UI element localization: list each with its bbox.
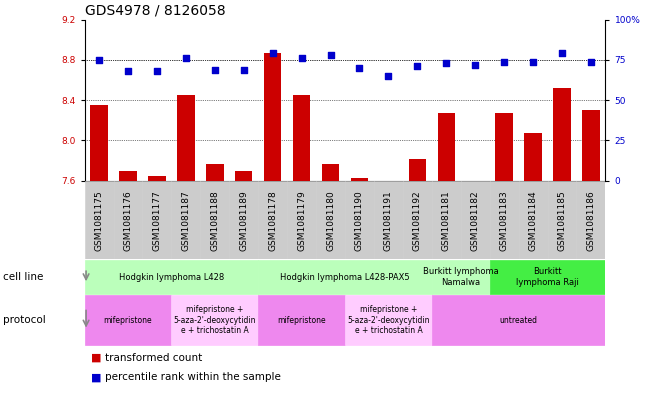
Text: protocol: protocol bbox=[3, 315, 46, 325]
Bar bbox=[258, 260, 432, 294]
Text: GSM1081186: GSM1081186 bbox=[587, 190, 596, 251]
Text: untreated: untreated bbox=[499, 316, 538, 325]
Text: GSM1081192: GSM1081192 bbox=[413, 190, 422, 251]
Bar bbox=[229, 181, 258, 259]
Bar bbox=[490, 181, 519, 259]
Text: GSM1081191: GSM1081191 bbox=[384, 190, 393, 251]
Text: GSM1081176: GSM1081176 bbox=[124, 190, 133, 251]
Point bbox=[412, 63, 422, 70]
Text: GSM1081178: GSM1081178 bbox=[268, 190, 277, 251]
Text: Burkitt
lymphoma Raji: Burkitt lymphoma Raji bbox=[516, 267, 579, 287]
Bar bbox=[409, 159, 426, 181]
Bar bbox=[432, 260, 490, 294]
Text: GSM1081175: GSM1081175 bbox=[94, 190, 104, 251]
Text: mifepristone: mifepristone bbox=[277, 316, 326, 325]
Text: GSM1081183: GSM1081183 bbox=[500, 190, 508, 251]
Bar bbox=[258, 295, 345, 345]
Bar bbox=[171, 181, 201, 259]
Bar bbox=[119, 171, 137, 181]
Bar bbox=[235, 171, 253, 181]
Point bbox=[557, 50, 567, 57]
Point bbox=[470, 62, 480, 68]
Text: GSM1081184: GSM1081184 bbox=[529, 190, 538, 251]
Bar bbox=[490, 260, 605, 294]
Bar bbox=[577, 181, 605, 259]
Bar bbox=[432, 295, 605, 345]
Text: GSM1081177: GSM1081177 bbox=[152, 190, 161, 251]
Text: GSM1081182: GSM1081182 bbox=[471, 190, 480, 251]
Point bbox=[181, 55, 191, 61]
Bar bbox=[85, 260, 258, 294]
Point bbox=[586, 59, 596, 65]
Point bbox=[528, 59, 538, 65]
Bar bbox=[345, 295, 432, 345]
Bar bbox=[437, 113, 455, 181]
Bar bbox=[143, 181, 171, 259]
Text: mifepristone +
5-aza-2'-deoxycytidin
e + trichostatin A: mifepristone + 5-aza-2'-deoxycytidin e +… bbox=[174, 305, 256, 335]
Text: mifepristone: mifepristone bbox=[104, 316, 152, 325]
Point bbox=[326, 52, 336, 58]
Bar bbox=[293, 95, 311, 181]
Text: GSM1081179: GSM1081179 bbox=[297, 190, 306, 251]
Bar bbox=[85, 295, 171, 345]
Bar bbox=[519, 181, 547, 259]
Bar bbox=[201, 181, 229, 259]
Text: GSM1081180: GSM1081180 bbox=[326, 190, 335, 251]
Bar bbox=[582, 110, 600, 181]
Text: GSM1081189: GSM1081189 bbox=[240, 190, 248, 251]
Bar bbox=[85, 181, 113, 259]
Bar bbox=[495, 113, 513, 181]
Point bbox=[123, 68, 133, 74]
Point bbox=[152, 68, 162, 74]
Text: ■: ■ bbox=[91, 372, 102, 382]
Bar bbox=[316, 181, 345, 259]
Text: mifepristone +
5-aza-2'-deoxycytidin
e + trichostatin A: mifepristone + 5-aza-2'-deoxycytidin e +… bbox=[347, 305, 430, 335]
Text: GSM1081187: GSM1081187 bbox=[182, 190, 190, 251]
Text: transformed count: transformed count bbox=[105, 353, 202, 363]
Text: GSM1081188: GSM1081188 bbox=[210, 190, 219, 251]
Point bbox=[94, 57, 104, 63]
Point bbox=[296, 55, 307, 61]
Point bbox=[383, 73, 394, 79]
Point bbox=[268, 50, 278, 57]
Text: percentile rank within the sample: percentile rank within the sample bbox=[105, 372, 281, 382]
Bar bbox=[258, 181, 287, 259]
Text: Hodgkin lymphoma L428: Hodgkin lymphoma L428 bbox=[118, 273, 224, 281]
Bar bbox=[547, 181, 577, 259]
Bar bbox=[171, 295, 258, 345]
Text: GSM1081190: GSM1081190 bbox=[355, 190, 364, 251]
Bar bbox=[148, 176, 165, 181]
Bar bbox=[351, 178, 368, 181]
Point bbox=[238, 66, 249, 73]
Bar bbox=[322, 163, 339, 181]
Text: Hodgkin lymphoma L428-PAX5: Hodgkin lymphoma L428-PAX5 bbox=[280, 273, 410, 281]
Bar bbox=[264, 53, 281, 181]
Text: Burkitt lymphoma
Namalwa: Burkitt lymphoma Namalwa bbox=[423, 267, 499, 287]
Bar bbox=[113, 181, 143, 259]
Text: GSM1081181: GSM1081181 bbox=[442, 190, 450, 251]
Bar bbox=[403, 181, 432, 259]
Bar bbox=[374, 181, 403, 259]
Point bbox=[441, 60, 452, 66]
Bar bbox=[461, 181, 490, 259]
Bar bbox=[345, 181, 374, 259]
Bar bbox=[206, 163, 223, 181]
Text: cell line: cell line bbox=[3, 272, 44, 282]
Point bbox=[210, 66, 220, 73]
Bar bbox=[287, 181, 316, 259]
Point bbox=[354, 65, 365, 71]
Bar bbox=[525, 134, 542, 181]
Bar bbox=[90, 105, 108, 181]
Point bbox=[499, 59, 509, 65]
Text: GDS4978 / 8126058: GDS4978 / 8126058 bbox=[85, 3, 225, 17]
Text: ■: ■ bbox=[91, 353, 102, 363]
Bar bbox=[177, 95, 195, 181]
Text: GSM1081185: GSM1081185 bbox=[557, 190, 566, 251]
Bar bbox=[432, 181, 461, 259]
Bar bbox=[553, 88, 571, 181]
